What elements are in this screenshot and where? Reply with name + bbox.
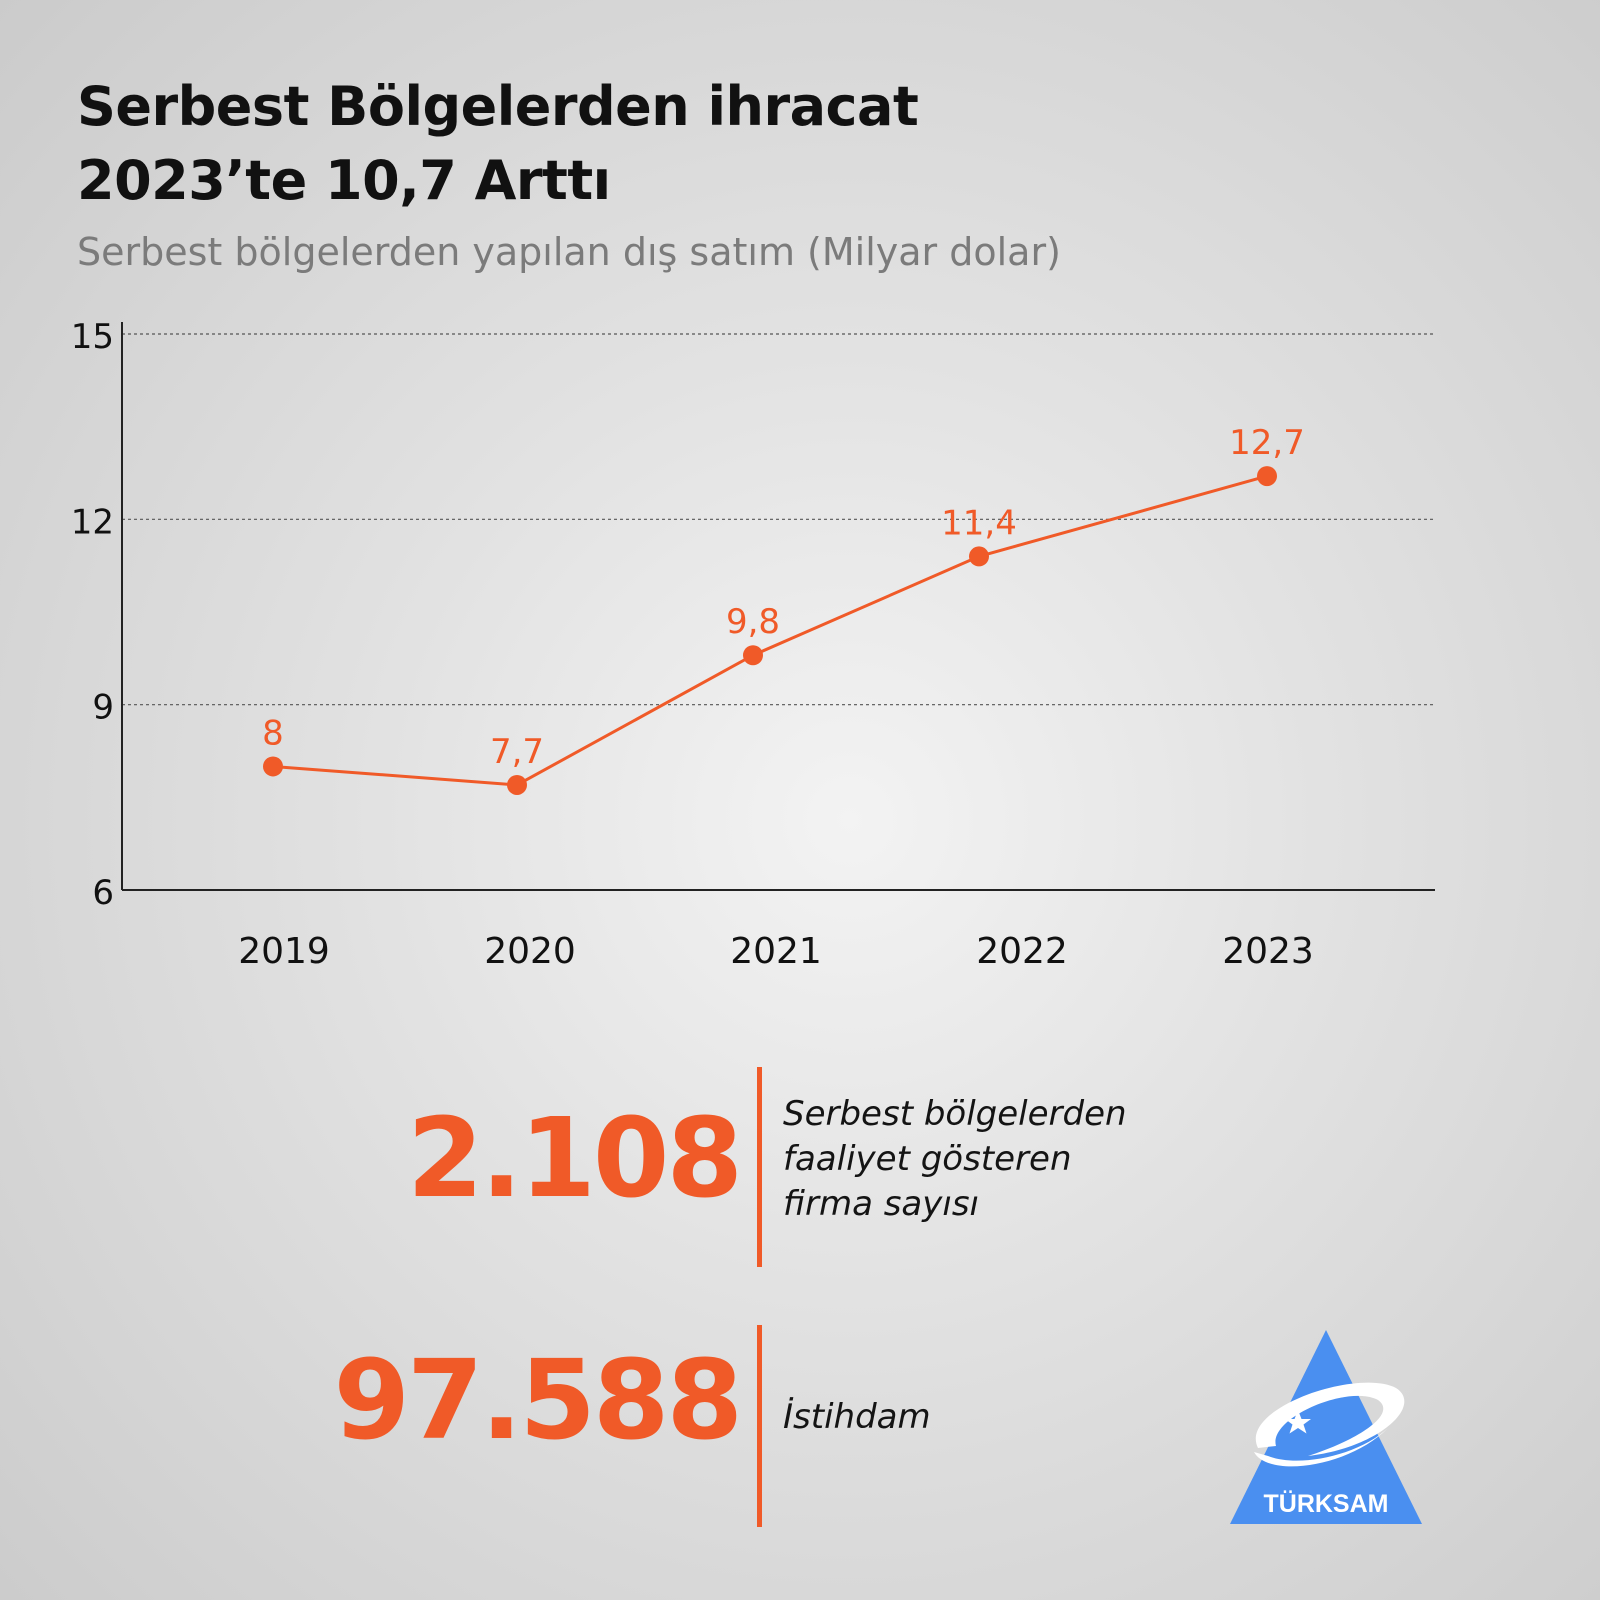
title-line-2: 2023’te 10,7 Arttı (77, 149, 611, 212)
firm-count-label-line-3: firma sayısı (783, 1184, 979, 1224)
employment-label: İstihdam (783, 1395, 931, 1440)
firm-count-label-line-1: Serbest bölgelerden (783, 1094, 1127, 1134)
employment-label-line-1: İstihdam (783, 1397, 931, 1437)
y-tick-label-15: 15 (71, 317, 114, 357)
employment-divider (757, 1325, 762, 1527)
data-label-2023: 12,7 (1229, 423, 1305, 463)
firm-count-divider (757, 1067, 762, 1267)
x-tick-label-2020: 2020 (484, 931, 576, 972)
y-tick-label-12: 12 (71, 502, 114, 542)
x-tick-label-2022: 2022 (976, 931, 1068, 972)
chart-subtitle: Serbest bölgelerden yapılan dış satım (M… (77, 230, 1061, 274)
firm-count-value: 2.108 (407, 1094, 743, 1222)
star-icon (1285, 1410, 1311, 1434)
y-tick-label-9: 9 (92, 688, 114, 728)
logo-text: TÜRKSAM (1264, 1489, 1389, 1518)
logo-swoosh (1255, 1382, 1405, 1456)
x-tick-label-2023: 2023 (1222, 931, 1314, 972)
x-tick-label-2021: 2021 (730, 931, 822, 972)
turksam-logo: TÜRKSAM (1230, 1330, 1422, 1524)
line-chart: 6 9 12 15 2019 2020 2021 2022 2023 8 7,7 9,8 11,4 12,… (71, 317, 1435, 972)
data-point-2019 (263, 756, 283, 777)
data-point-2023 (1257, 466, 1277, 487)
logo-swoosh-2 (1254, 1428, 1388, 1467)
data-label-2019: 8 (262, 713, 284, 753)
data-point-2021 (743, 645, 763, 666)
x-tick-label-2019: 2019 (238, 931, 330, 972)
logo-triangle (1230, 1330, 1422, 1524)
employment-value: 97.588 (333, 1336, 743, 1464)
data-point-2020 (507, 774, 527, 795)
y-tick-label-6: 6 (92, 873, 114, 913)
data-label-2021: 9,8 (726, 602, 780, 642)
firm-count-label-line-2: faaliyet gösteren (783, 1139, 1072, 1179)
page-title: Serbest Bölgelerden ihracat 2023’te 10,7… (77, 70, 919, 218)
data-label-2020: 7,7 (490, 732, 544, 772)
data-label-2022: 11,4 (941, 503, 1017, 543)
title-line-1: Serbest Bölgelerden ihracat (77, 75, 919, 138)
firm-count-label: Serbest bölgelerden faaliyet gösteren fi… (783, 1092, 1127, 1227)
data-point-2022 (969, 546, 989, 567)
